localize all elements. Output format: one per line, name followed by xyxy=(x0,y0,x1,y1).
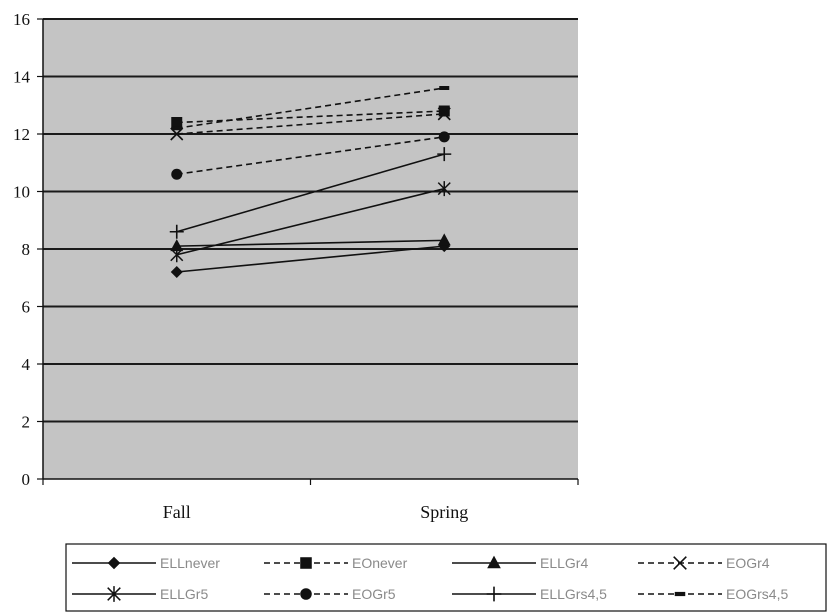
y-tick-label: 10 xyxy=(13,183,30,202)
legend-marker xyxy=(107,556,121,570)
legend-label: ELLGrs4,5 xyxy=(540,586,607,602)
y-tick-label: 4 xyxy=(22,355,31,374)
legend-label: EOGr5 xyxy=(352,586,396,602)
series-line xyxy=(176,87,445,130)
legend-label: ELLnever xyxy=(160,555,220,571)
data-point xyxy=(438,105,450,117)
legend-label: EOnever xyxy=(352,555,408,571)
legend-label: ELLGr4 xyxy=(540,555,588,571)
legend-item: ELLGr5 xyxy=(72,586,208,602)
legend-item: EOGr5 xyxy=(264,586,396,602)
legend-marker xyxy=(107,586,121,602)
legend-label: EOGrs4,5 xyxy=(726,586,788,602)
series-ellgr4 xyxy=(170,233,451,252)
data-point xyxy=(437,147,452,162)
legend-marker xyxy=(673,556,687,570)
y-tick-label: 8 xyxy=(22,240,31,259)
series-layer xyxy=(169,86,452,278)
y-tick-label: 14 xyxy=(13,68,31,87)
grid-lines xyxy=(43,18,578,423)
y-tick-label: 16 xyxy=(13,10,30,29)
series-eogr5 xyxy=(171,131,450,180)
data-point xyxy=(170,266,183,278)
data-point xyxy=(171,117,183,128)
series-eonever xyxy=(171,105,450,128)
data-point xyxy=(437,107,451,121)
data-point xyxy=(171,126,182,131)
series-line xyxy=(176,245,445,273)
data-point xyxy=(171,168,183,180)
series-line xyxy=(176,136,445,176)
data-point xyxy=(439,86,450,90)
data-point xyxy=(437,181,451,197)
data-point xyxy=(438,131,450,143)
legend-item: ELLnever xyxy=(72,555,220,571)
data-point xyxy=(170,247,184,263)
y-tick-label: 2 xyxy=(22,413,31,432)
legend-label: EOGr4 xyxy=(726,555,770,571)
data-point xyxy=(170,239,184,252)
legend-item: EOnever xyxy=(264,555,408,571)
series-line xyxy=(176,110,445,124)
legend-marker xyxy=(486,586,502,602)
data-point xyxy=(169,224,184,239)
data-point xyxy=(437,233,451,246)
y-tick-label: 0 xyxy=(22,470,31,489)
series-line xyxy=(176,113,445,135)
legend-item: ELLGr4 xyxy=(452,555,588,571)
y-tick-label: 12 xyxy=(13,125,30,144)
y-axis: 0 2 4 6 8 10 12 14 16 xyxy=(13,10,44,489)
y-tick-label: 6 xyxy=(22,298,31,317)
legend-marker xyxy=(300,557,312,569)
legend-item: ELLGrs4,5 xyxy=(452,586,607,602)
legend: ELLnever EOnever ELLGr4 EOGr4 ELLGr5 EOGr5 ELL… xyxy=(65,543,827,612)
series-line xyxy=(176,153,445,233)
x-category-label: Fall xyxy=(163,502,191,522)
legend-marker xyxy=(300,588,312,600)
legend-marker xyxy=(487,555,501,569)
series-ellgrs4-5 xyxy=(169,147,452,239)
x-category-label: Spring xyxy=(420,502,468,522)
x-axis: Fall Spring xyxy=(42,478,579,522)
legend-item: EOGr4 xyxy=(638,555,770,571)
series-ellgr5 xyxy=(170,181,451,263)
series-eogrs4-5 xyxy=(171,86,450,131)
legend-item: EOGrs4,5 xyxy=(638,586,788,602)
legend-box xyxy=(65,543,827,612)
series-line xyxy=(176,187,445,256)
series-line xyxy=(176,239,445,247)
legend-marker xyxy=(674,591,686,597)
legend-label: ELLGr5 xyxy=(160,586,208,602)
